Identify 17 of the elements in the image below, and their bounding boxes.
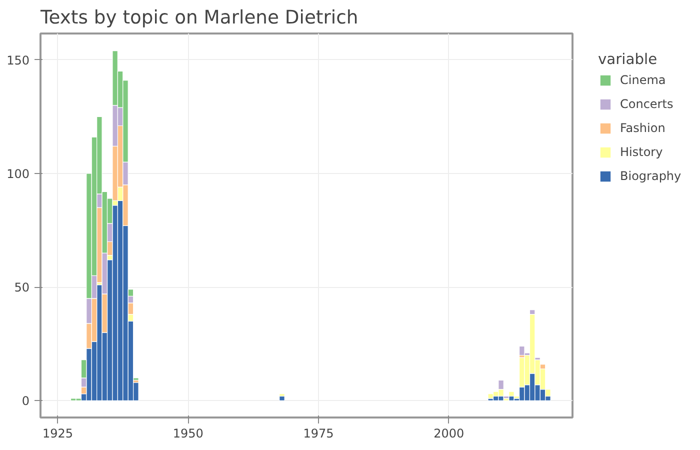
x-tick-label: 1975 — [303, 426, 334, 440]
x-tick-label: 1950 — [172, 426, 204, 440]
legend-title: variable — [598, 51, 658, 68]
y-tick-label: 0 — [22, 394, 30, 408]
y-tick-label: 50 — [14, 280, 30, 295]
legend-label: Biography — [620, 169, 682, 183]
y-tick-label: 150 — [6, 53, 30, 68]
chart-title: Texts by topic on Marlene Dietrich — [40, 8, 358, 28]
y-tick-label: 100 — [6, 166, 30, 181]
legend-label: Fashion — [620, 121, 666, 135]
bar — [279, 396, 285, 401]
legend-label: Concerts — [620, 97, 674, 111]
x-tick-label: 2000 — [434, 426, 464, 440]
legend-label: Cinema — [620, 73, 666, 87]
bar — [488, 394, 494, 399]
x-tick-label: 1925 — [42, 426, 73, 440]
legend-label: History — [620, 145, 663, 159]
